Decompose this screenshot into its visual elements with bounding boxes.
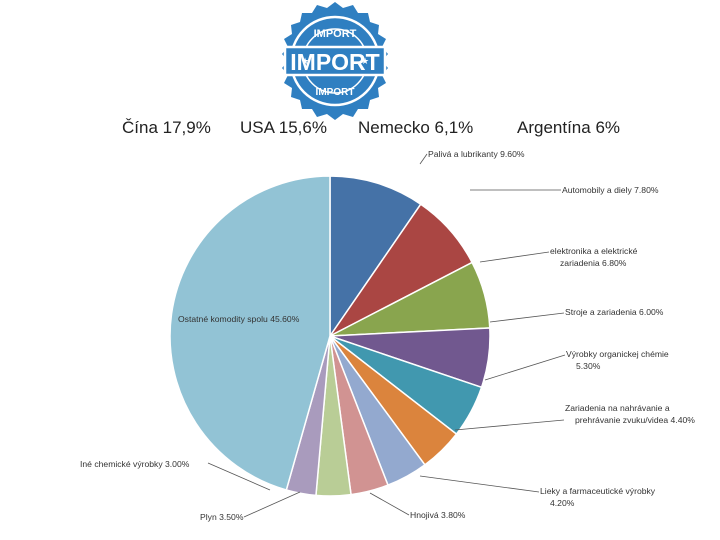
slice-label-5: Zariadenia na nahrávanie a prehrávanie zv…: [565, 403, 695, 425]
slice-label-9: Iné chemické výrobky 3.00%: [80, 459, 190, 469]
leader-line-5: [454, 419, 565, 431]
slice-label-6: Lieky a farmaceutické výrobky 4.20%: [540, 486, 656, 508]
leader-line-8: [243, 491, 301, 518]
slice-label-4: Výrobky organickej chémie 5.30%: [566, 349, 669, 371]
slice-label-7: Hnojivá 3.80%: [410, 510, 466, 520]
slice-label-0: Palivá a lubrikanty 9.60%: [428, 149, 525, 159]
country-label-china: Čína 17,9%: [122, 118, 211, 137]
slice-label-8: Plyn 3.50%: [200, 512, 244, 522]
leader-line-0: [419, 153, 428, 165]
svg-text:★: ★: [361, 56, 369, 66]
leader-line-9: [207, 462, 271, 491]
stamp-top-text: IMPORT: [314, 28, 357, 40]
import-stamp-logo: IMPORT IMPORT IMPORT ★ ★: [282, 2, 388, 120]
svg-text:★: ★: [301, 56, 309, 66]
country-label-usa: USA 15,6%: [240, 118, 327, 137]
country-label-argentina: Argentína 6%: [517, 118, 621, 137]
stamp-bottom-text: IMPORT: [316, 87, 355, 98]
slice-label-10: Ostatné komodity spolu 45.60%: [178, 314, 300, 324]
slice-label-2: elektronika a elektrické zariadenia 6.80%: [550, 246, 638, 268]
leader-line-6: [419, 475, 540, 493]
pie-slice-10: [169, 175, 331, 491]
leader-line-2: [479, 251, 550, 263]
leader-line-7: [369, 492, 410, 516]
country-label-germany: Nemecko 6,1%: [358, 118, 474, 137]
pie-slice-0: [329, 175, 422, 339]
stamp-main-text: IMPORT: [290, 49, 379, 75]
slice-label-1: Automobily a diely 7.80%: [562, 185, 659, 195]
leader-line-3: [489, 312, 565, 323]
slice-label-3: Stroje a zariadenia 6.00%: [565, 307, 664, 317]
leader-line-4: [484, 354, 566, 381]
